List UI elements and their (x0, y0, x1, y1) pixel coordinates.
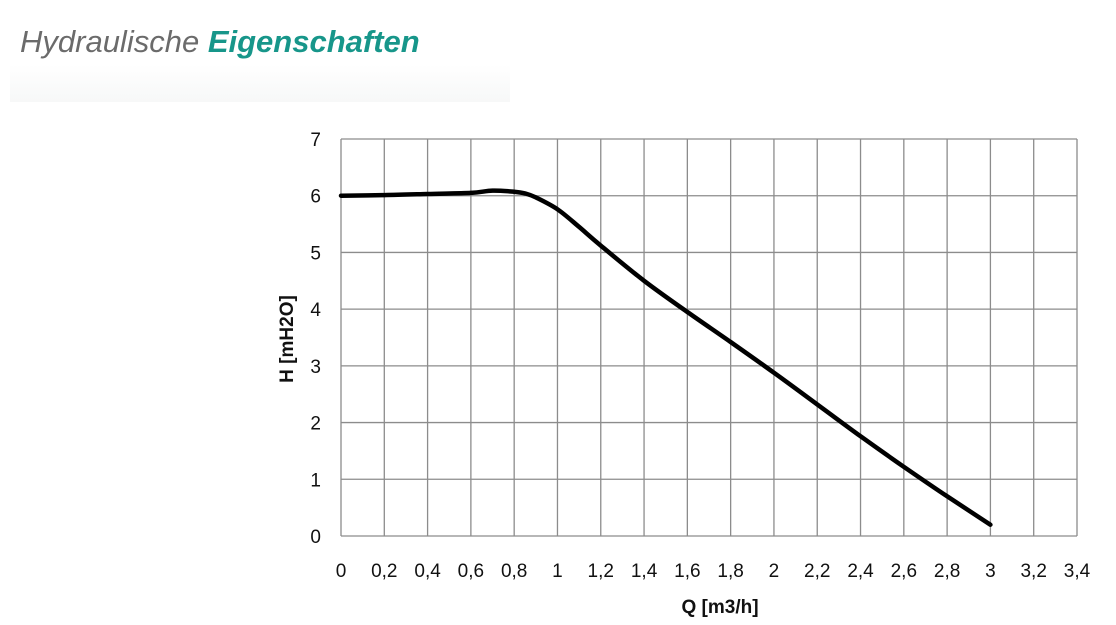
page-title: Hydraulische Eigenschaften (20, 20, 420, 64)
x-tick-label: 3,2 (1020, 561, 1046, 582)
y-tick-labels: 0 1 2 3 4 5 6 7 (310, 130, 321, 548)
y-tick-label: 6 (310, 187, 321, 208)
chart-grid (340, 138, 1078, 537)
x-tick-label: 1,4 (631, 561, 658, 582)
x-tick-label: 2,2 (804, 561, 830, 582)
y-tick-label: 4 (310, 300, 321, 321)
page-title-light: Hydraulische (20, 24, 200, 59)
x-tick-label: 0 (336, 561, 347, 582)
x-tick-label: 3,4 (1064, 561, 1091, 582)
y-tick-label: 7 (310, 130, 321, 151)
y-tick-label: 2 (310, 414, 321, 435)
y-tick-label: 1 (310, 470, 321, 491)
y-tick-label: 5 (310, 243, 321, 264)
x-tick-labels: 0 0,2 0,4 0,6 0,8 1 1,2 1,4 1,6 1,8 2 2,2 2,4 2,6 2,8 3… (336, 561, 1091, 582)
x-tick-label: 1,6 (674, 561, 700, 582)
page-title-bold: Eigenschaften (207, 24, 420, 59)
x-tick-label: 2,4 (847, 561, 874, 582)
x-tick-label: 1 (552, 561, 563, 582)
x-tick-label: 0,6 (458, 561, 484, 582)
x-tick-label: 1,8 (717, 561, 743, 582)
title-banner (10, 18, 510, 102)
x-tick-label: 0,8 (501, 561, 527, 582)
x-axis-label: Q [m3/h] (681, 597, 758, 618)
series-line (338, 188, 993, 527)
x-tick-label: 2 (769, 561, 780, 582)
x-tick-label: 2,8 (934, 561, 960, 582)
x-tick-label: 3 (985, 561, 996, 582)
y-tick-label: 0 (310, 527, 321, 548)
x-tick-label: 2,6 (891, 561, 917, 582)
y-tick-label: 3 (310, 357, 321, 378)
x-tick-label: 1,2 (588, 561, 614, 582)
x-tick-label: 0,4 (414, 561, 441, 582)
y-axis-label: H [mH2O] (277, 295, 298, 383)
x-tick-label: 0,2 (371, 561, 397, 582)
